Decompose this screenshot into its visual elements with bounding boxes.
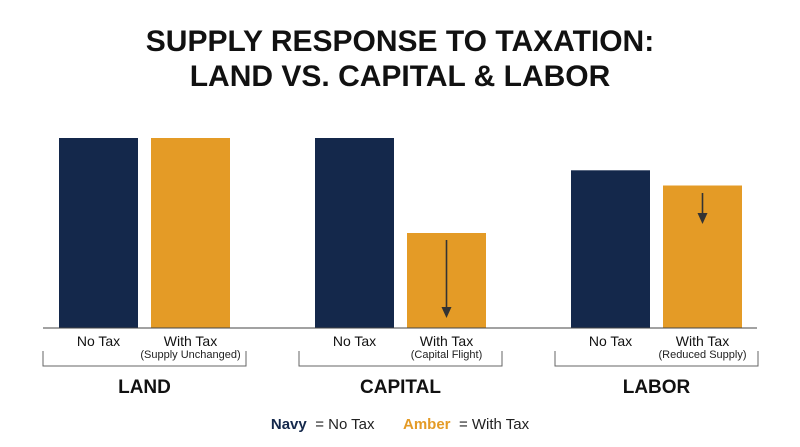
down-arrow-head <box>441 307 452 318</box>
chart-title-line-2: LAND VS. CAPITAL & LABOR <box>190 60 611 93</box>
group-bracket-land <box>42 351 247 367</box>
legend: Navy = No Tax Amber = With Tax <box>271 416 530 433</box>
bar-land-with-tax <box>151 138 230 328</box>
legend-amber-text: = With Tax <box>459 416 530 433</box>
legend-navy-key: Navy <box>271 416 308 433</box>
down-arrow-head <box>697 213 708 224</box>
bar-note-labor: (Reduced Supply) <box>658 349 746 361</box>
bar-capital-no-tax <box>315 138 394 328</box>
bar-label-land-no-tax: No Tax <box>77 333 120 349</box>
bar-labor-no-tax <box>571 170 650 328</box>
down-arrow-labor <box>697 193 708 224</box>
down-arrow-capital <box>441 240 452 318</box>
chart-title-line-1: SUPPLY RESPONSE TO TAXATION: <box>146 25 654 58</box>
bar-note-capital: (Capital Flight) <box>411 349 483 361</box>
group-label-capital: CAPITAL <box>360 377 441 398</box>
bar-label-labor-with-tax: With Tax <box>676 333 729 349</box>
chart-title: SUPPLY RESPONSE TO TAXATION: LAND VS. CA… <box>146 25 654 93</box>
group-label-land: LAND <box>118 377 171 398</box>
group-bracket-labor <box>554 351 759 367</box>
bar-label-capital-with-tax: With Tax <box>420 333 473 349</box>
bar-layer <box>59 138 742 328</box>
bar-label-land-with-tax: With Tax <box>164 333 217 349</box>
bar-land-no-tax <box>59 138 138 328</box>
group-bracket-capital <box>298 351 503 367</box>
bar-note-land: (Supply Unchanged) <box>140 349 240 361</box>
legend-navy-text: = No Tax <box>315 416 375 433</box>
arrow-layer <box>441 193 708 318</box>
bar-label-labor-no-tax: No Tax <box>589 333 632 349</box>
group-label-labor: LABOR <box>623 377 691 398</box>
legend-line: Navy = No Tax Amber = With Tax <box>271 416 530 433</box>
legend-amber-key: Amber <box>403 416 451 433</box>
bar-label-capital-no-tax: No Tax <box>333 333 376 349</box>
